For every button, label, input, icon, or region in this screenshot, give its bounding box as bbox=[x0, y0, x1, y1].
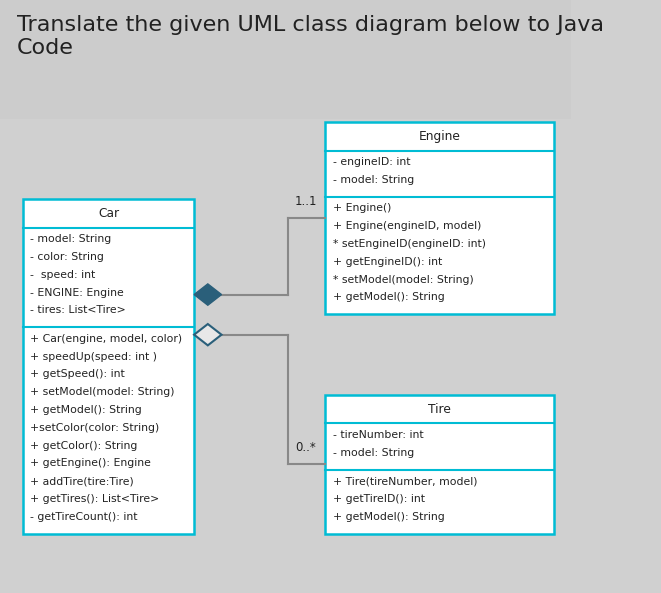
Text: + Car(engine, model, color): + Car(engine, model, color) bbox=[30, 334, 182, 344]
Text: +setColor(color: String): +setColor(color: String) bbox=[30, 423, 159, 433]
Text: + getEngine(): Engine: + getEngine(): Engine bbox=[30, 458, 151, 468]
Text: + setModel(model: String): + setModel(model: String) bbox=[30, 387, 175, 397]
Text: + getModel(): String: + getModel(): String bbox=[30, 405, 142, 415]
Text: + getModel(): String: + getModel(): String bbox=[333, 292, 445, 302]
Text: + addTire(tire:Tire): + addTire(tire:Tire) bbox=[30, 476, 134, 486]
Text: - ENGINE: Engine: - ENGINE: Engine bbox=[30, 288, 124, 298]
Text: - tires: List<Tire>: - tires: List<Tire> bbox=[30, 305, 126, 315]
Text: - color: String: - color: String bbox=[30, 252, 104, 262]
Text: - getTireCount(): int: - getTireCount(): int bbox=[30, 512, 137, 522]
Text: + Engine(engineID, model): + Engine(engineID, model) bbox=[333, 221, 481, 231]
Text: Tire: Tire bbox=[428, 403, 451, 416]
FancyBboxPatch shape bbox=[325, 395, 554, 534]
Text: - tireNumber: int: - tireNumber: int bbox=[333, 430, 424, 440]
Text: + speedUp(speed: int ): + speedUp(speed: int ) bbox=[30, 352, 157, 362]
Text: Translate the given UML class diagram below to Java
Code: Translate the given UML class diagram be… bbox=[17, 15, 604, 58]
Text: + getEngineID(): int: + getEngineID(): int bbox=[333, 257, 442, 267]
Text: * setModel(model: String): * setModel(model: String) bbox=[333, 275, 473, 285]
Polygon shape bbox=[194, 324, 221, 345]
Text: * setEngineID(engineID: int): * setEngineID(engineID: int) bbox=[333, 239, 486, 249]
Text: - model: String: - model: String bbox=[30, 234, 112, 244]
Text: + getModel(): String: + getModel(): String bbox=[333, 512, 445, 522]
Text: Engine: Engine bbox=[418, 130, 461, 143]
Text: + Engine(): + Engine() bbox=[333, 203, 391, 213]
FancyBboxPatch shape bbox=[325, 122, 554, 314]
FancyBboxPatch shape bbox=[0, 0, 571, 119]
Text: 1..1: 1..1 bbox=[295, 195, 318, 208]
Text: -  speed: int: - speed: int bbox=[30, 270, 95, 280]
FancyBboxPatch shape bbox=[23, 199, 194, 534]
Text: 0..*: 0..* bbox=[295, 441, 316, 454]
Text: Car: Car bbox=[98, 207, 119, 220]
Text: + getColor(): String: + getColor(): String bbox=[30, 441, 137, 451]
Text: - model: String: - model: String bbox=[333, 175, 414, 185]
Text: + getTireID(): int: + getTireID(): int bbox=[333, 494, 425, 504]
Polygon shape bbox=[194, 284, 221, 305]
Text: + Tire(tireNumber, model): + Tire(tireNumber, model) bbox=[333, 476, 477, 486]
Text: + getTires(): List<Tire>: + getTires(): List<Tire> bbox=[30, 494, 159, 504]
Text: - engineID: int: - engineID: int bbox=[333, 157, 410, 167]
Text: - model: String: - model: String bbox=[333, 448, 414, 458]
Text: + getSpeed(): int: + getSpeed(): int bbox=[30, 369, 125, 380]
